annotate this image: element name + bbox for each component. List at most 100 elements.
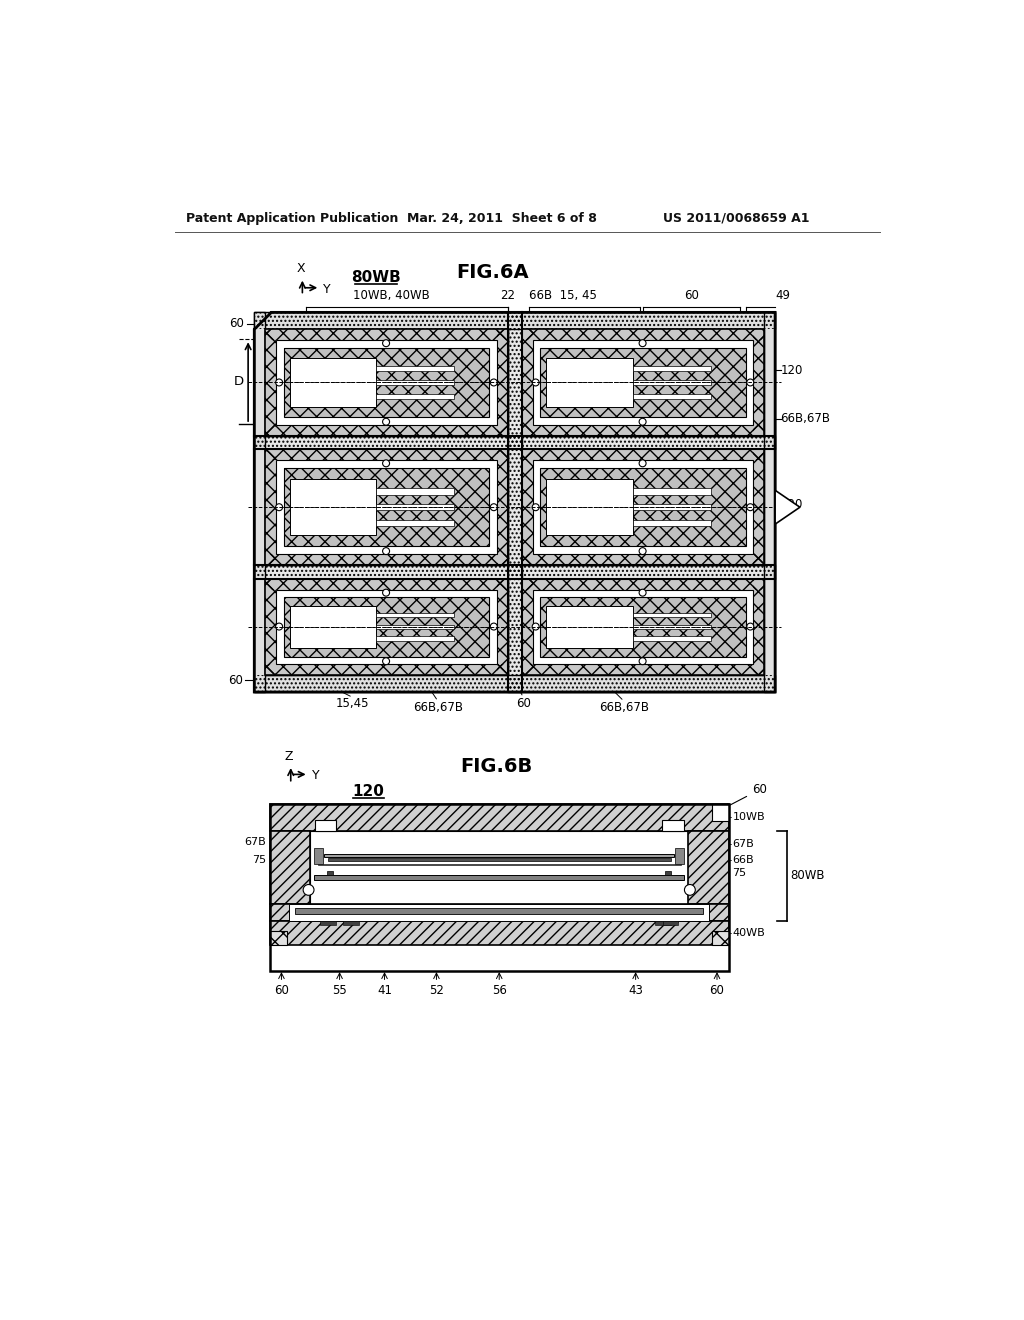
Bar (754, 578, 764, 675)
Bar (521, 579, 764, 590)
Bar (270, 804, 729, 830)
Circle shape (639, 548, 646, 554)
Bar (541, 348, 745, 417)
Bar (254, 675, 775, 692)
Text: 80WB: 80WB (351, 271, 400, 285)
Bar (541, 598, 745, 656)
Text: 66B  15, 45: 66B 15, 45 (529, 289, 597, 302)
Bar (265, 425, 508, 436)
Text: 60: 60 (516, 697, 530, 710)
Bar (376, 504, 455, 511)
Bar (265, 664, 508, 675)
Bar (254, 313, 775, 330)
Circle shape (639, 418, 646, 425)
Bar (290, 479, 376, 536)
Text: 120: 120 (780, 499, 803, 511)
Circle shape (532, 379, 540, 385)
Bar (508, 313, 521, 692)
Bar (317, 863, 681, 866)
Bar (324, 854, 675, 857)
Text: 66B,67B: 66B,67B (569, 317, 616, 327)
Bar (310, 830, 688, 904)
Bar (497, 330, 508, 436)
Bar (254, 675, 775, 692)
Bar (265, 330, 508, 341)
Bar (521, 554, 764, 565)
Bar (508, 313, 521, 692)
Bar (284, 469, 489, 546)
Bar (521, 330, 532, 436)
Bar (265, 449, 508, 565)
Bar (521, 554, 764, 565)
Bar (663, 921, 678, 925)
Text: 66B,67B: 66B,67B (352, 317, 399, 327)
Bar (521, 449, 764, 565)
Text: 60: 60 (724, 783, 767, 808)
Text: FIG.6B: FIG.6B (460, 758, 532, 776)
Text: 60: 60 (274, 983, 289, 997)
Bar (521, 425, 764, 436)
Text: 67B: 67B (732, 840, 755, 850)
Text: 67B: 67B (244, 837, 266, 847)
Bar (265, 449, 508, 461)
Bar (314, 875, 684, 880)
Bar (633, 393, 711, 399)
Bar (665, 871, 672, 875)
Polygon shape (254, 313, 775, 692)
Bar (675, 847, 684, 865)
Text: 15,45: 15,45 (336, 697, 370, 710)
Circle shape (383, 418, 389, 425)
Text: 34: 34 (350, 849, 362, 859)
Bar (265, 579, 508, 590)
Bar (276, 461, 497, 554)
Bar (284, 348, 489, 417)
Bar (265, 330, 508, 341)
Circle shape (383, 657, 389, 665)
Text: 75: 75 (252, 855, 266, 865)
Text: 15: 15 (326, 840, 338, 850)
Bar (290, 606, 376, 648)
Bar (376, 366, 455, 371)
Circle shape (639, 459, 646, 467)
Bar (541, 348, 745, 417)
Bar (521, 578, 764, 675)
Circle shape (532, 504, 540, 511)
Text: 56: 56 (492, 983, 507, 997)
Bar (343, 921, 359, 925)
Bar (276, 341, 497, 425)
Text: 45: 45 (660, 862, 673, 871)
Bar (265, 578, 276, 675)
Bar (497, 578, 508, 675)
Bar (265, 330, 276, 436)
Bar (521, 578, 532, 675)
Bar (276, 590, 497, 664)
Circle shape (684, 884, 695, 895)
Text: 43: 43 (628, 983, 643, 997)
Bar (265, 449, 508, 461)
Bar (712, 804, 729, 821)
Bar (265, 425, 508, 436)
Bar (376, 393, 455, 399)
Bar (521, 449, 532, 565)
Bar (376, 488, 455, 495)
Bar (289, 904, 710, 921)
Text: 22: 22 (501, 289, 515, 302)
Text: 45: 45 (326, 862, 338, 871)
Bar (688, 830, 729, 904)
Bar (633, 612, 711, 618)
Text: 10WB: 10WB (732, 812, 765, 822)
Bar (265, 578, 508, 675)
Bar (532, 461, 754, 554)
Text: Y: Y (312, 770, 321, 783)
Text: 60: 60 (229, 317, 245, 330)
Bar (541, 469, 745, 546)
Bar (265, 330, 276, 436)
Bar (521, 579, 764, 590)
Text: 15: 15 (660, 840, 673, 850)
Bar (284, 469, 489, 546)
Bar (497, 449, 508, 565)
Text: Y: Y (324, 282, 331, 296)
Bar (254, 436, 775, 449)
Circle shape (746, 623, 754, 630)
Bar (328, 871, 334, 875)
